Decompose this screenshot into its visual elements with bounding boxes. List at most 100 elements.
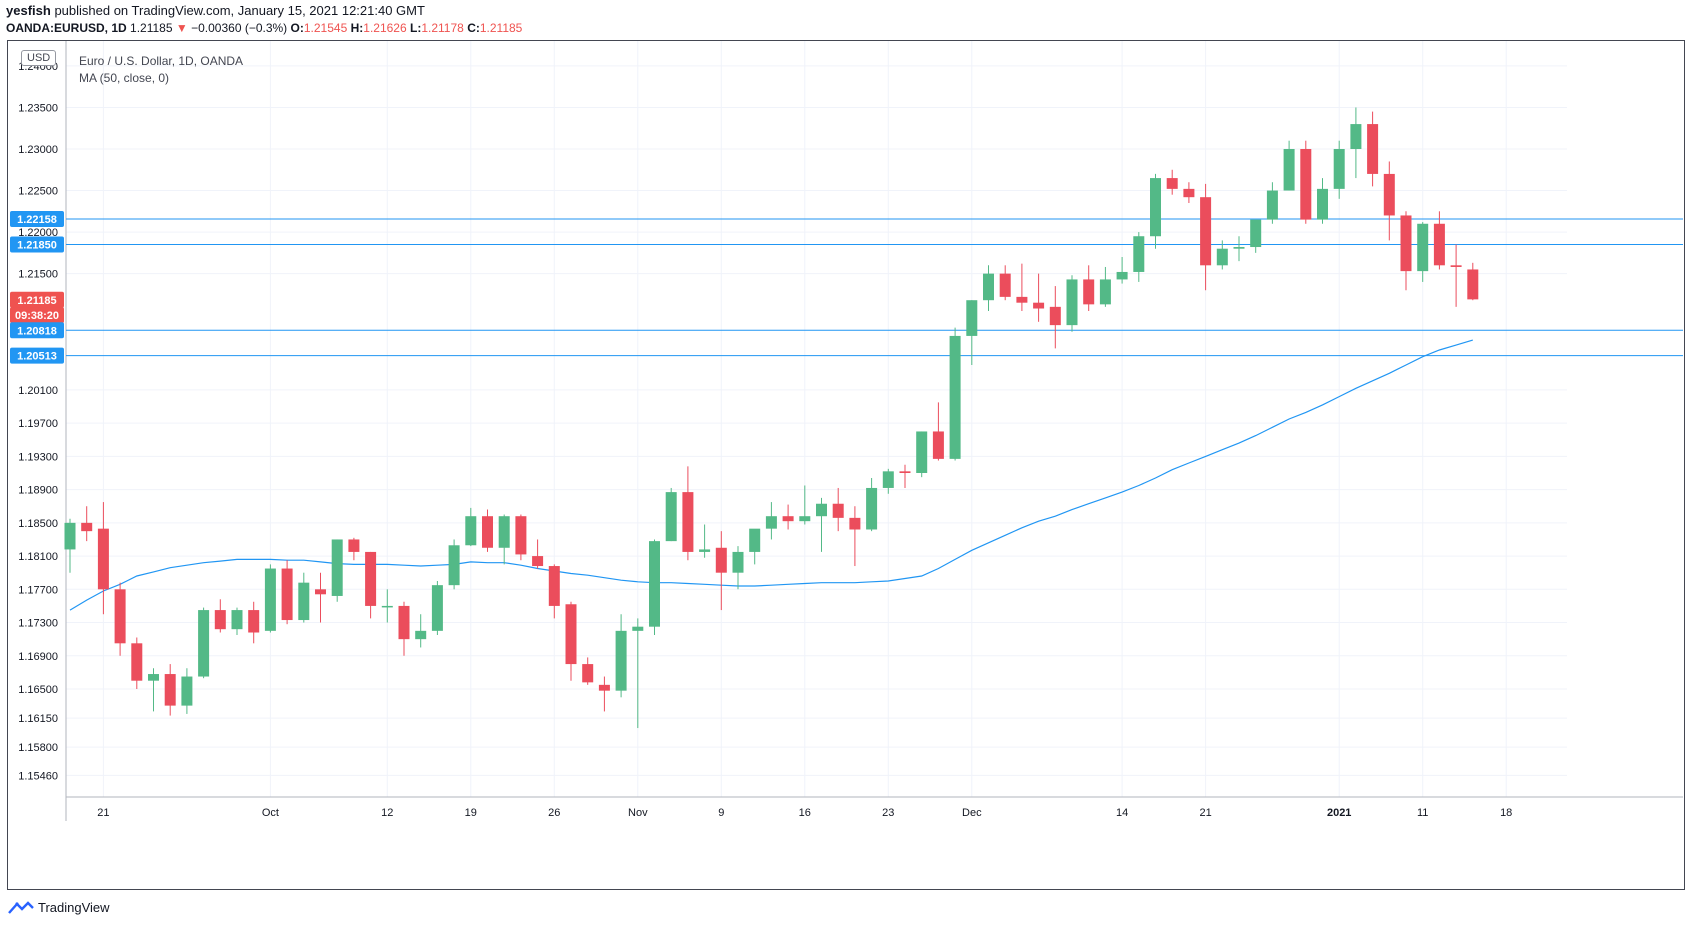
candle-body[interactable]	[615, 630, 627, 691]
candle-body[interactable]	[799, 516, 811, 522]
candle-body[interactable]	[448, 545, 460, 586]
candle-body[interactable]	[415, 630, 427, 640]
candle-body[interactable]	[214, 610, 226, 630]
price-axis-tag	[10, 307, 64, 324]
candle-body[interactable]	[1066, 279, 1078, 326]
candle-body[interactable]	[315, 589, 326, 595]
candle-body[interactable]	[565, 604, 577, 665]
candle-body[interactable]	[248, 610, 260, 633]
candle-body[interactable]	[1367, 124, 1379, 174]
candle-body[interactable]	[715, 547, 727, 573]
candle-body[interactable]	[682, 492, 694, 552]
candle-body[interactable]	[498, 516, 510, 548]
candle-body[interactable]	[699, 549, 711, 552]
candle-body[interactable]	[398, 605, 410, 640]
candle-body[interactable]	[64, 522, 76, 550]
candle-body[interactable]	[198, 610, 210, 677]
currency-button[interactable]: USD	[21, 50, 57, 66]
candle-body[interactable]	[632, 626, 644, 631]
candle-body[interactable]	[665, 492, 677, 542]
candle-body[interactable]	[281, 568, 293, 621]
candle-body[interactable]	[782, 516, 794, 522]
candle-body[interactable]	[1433, 223, 1445, 266]
candle-body[interactable]	[999, 273, 1011, 297]
candle-body[interactable]	[749, 528, 761, 552]
candle-body[interactable]	[1450, 265, 1462, 267]
candle-body[interactable]	[1216, 248, 1228, 266]
price-axis-tag-label: 1.21850	[17, 240, 57, 252]
candle-body[interactable]	[1383, 173, 1395, 216]
candle-body[interactable]	[966, 300, 978, 336]
candle-body[interactable]	[532, 556, 544, 567]
candle-body[interactable]	[365, 551, 377, 606]
candle-body[interactable]	[231, 610, 243, 630]
candle-body[interactable]	[298, 582, 310, 621]
y-tick-label: 1.15460	[18, 770, 58, 782]
candle-body[interactable]	[916, 431, 928, 473]
candle-body[interactable]	[882, 471, 894, 488]
candle-body[interactable]	[765, 516, 777, 529]
candle-body[interactable]	[181, 676, 193, 706]
candle-body[interactable]	[1250, 219, 1262, 248]
candle-body[interactable]	[816, 503, 827, 517]
candle-body[interactable]	[1266, 190, 1278, 220]
y-tick-label: 1.23000	[18, 144, 58, 156]
candle-body[interactable]	[1049, 306, 1061, 326]
candle-body[interactable]	[114, 589, 126, 644]
candle-body[interactable]	[1350, 124, 1362, 149]
candle-body[interactable]	[582, 664, 594, 683]
candle-body[interactable]	[1183, 188, 1195, 198]
candle-body[interactable]	[164, 674, 176, 706]
indicator-legend[interactable]: MA (50, close, 0)	[79, 71, 170, 85]
series-legend-title[interactable]: Euro / U.S. Dollar, 1D, OANDA	[79, 54, 244, 68]
author-name[interactable]: yesfish	[6, 3, 51, 18]
candle-body[interactable]	[1300, 149, 1312, 220]
candle-body[interactable]	[97, 528, 109, 590]
candle-body[interactable]	[849, 517, 861, 530]
candle-body[interactable]	[649, 541, 660, 627]
price-axis-tag	[10, 347, 64, 364]
candle-body[interactable]	[832, 503, 844, 518]
candle-body[interactable]	[1016, 296, 1028, 303]
candle-body[interactable]	[131, 643, 143, 681]
candle-body[interactable]	[465, 516, 477, 546]
candle-body[interactable]	[515, 516, 527, 555]
footer-brand-label: TradingView	[38, 900, 110, 915]
candle-body[interactable]	[381, 605, 393, 608]
candle-body[interactable]	[1283, 149, 1295, 191]
candle-body[interactable]	[899, 471, 911, 473]
footer-brand[interactable]: TradingView	[8, 900, 110, 915]
candle-body[interactable]	[431, 585, 443, 631]
candle-body[interactable]	[1083, 279, 1095, 305]
candle-body[interactable]	[348, 539, 360, 552]
candle-body[interactable]	[148, 674, 159, 681]
candle-body[interactable]	[81, 522, 93, 532]
candle-body[interactable]	[1150, 178, 1161, 237]
candle-body[interactable]	[983, 273, 994, 301]
y-tick-label: 1.23500	[18, 102, 58, 114]
candle-body[interactable]	[598, 684, 610, 691]
candle-body[interactable]	[1417, 223, 1429, 272]
candle-body[interactable]	[949, 335, 961, 459]
x-tick-label: Dec	[962, 807, 982, 819]
candle-body[interactable]	[1133, 236, 1145, 272]
candle-body[interactable]	[1467, 269, 1479, 300]
candle-body[interactable]	[1233, 247, 1245, 249]
candle-body[interactable]	[331, 539, 343, 596]
candle-body[interactable]	[866, 487, 878, 530]
candle-body[interactable]	[482, 516, 493, 548]
candle-body[interactable]	[264, 568, 276, 631]
candle-body[interactable]	[1317, 188, 1328, 220]
candle-body[interactable]	[1033, 302, 1045, 309]
candle-body[interactable]	[932, 431, 944, 459]
candle-body[interactable]	[1200, 197, 1212, 266]
tradingview-logo-icon	[8, 900, 34, 914]
candle-body[interactable]	[732, 551, 744, 573]
candle-body[interactable]	[1116, 271, 1128, 280]
candle-body[interactable]	[1400, 215, 1412, 272]
candle-body[interactable]	[1166, 178, 1178, 189]
candle-body[interactable]	[1333, 149, 1345, 189]
candle-body[interactable]	[548, 566, 560, 606]
candle-body[interactable]	[1099, 279, 1111, 305]
